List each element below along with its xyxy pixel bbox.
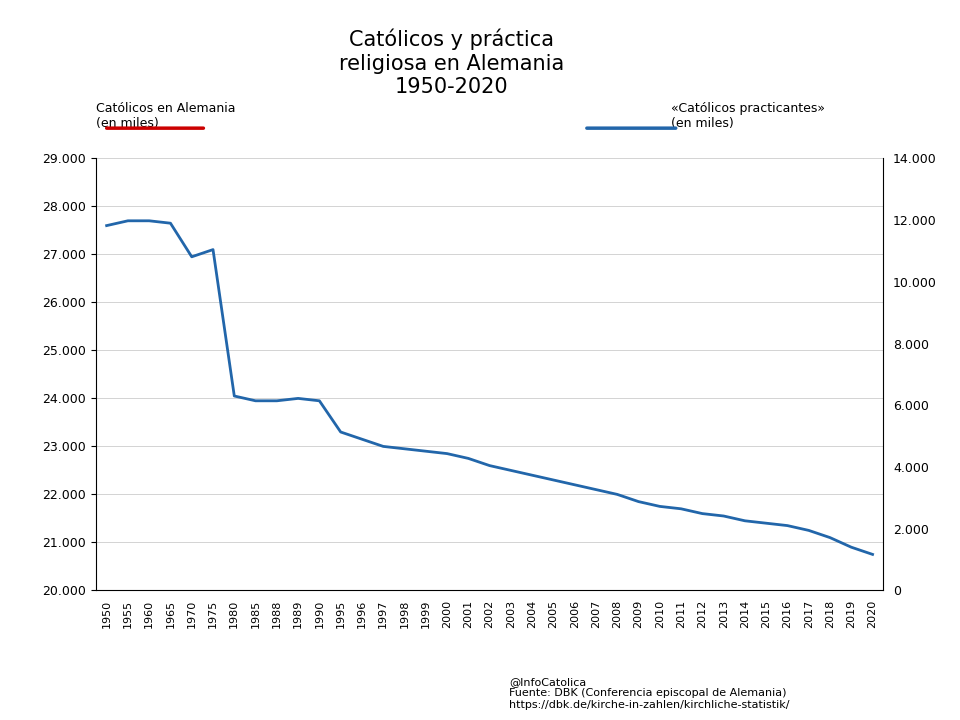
Text: Católicos en Alemania
(en miles): Católicos en Alemania (en miles) [96, 102, 235, 130]
Text: «Católicos practicantes»
(en miles): «Católicos practicantes» (en miles) [671, 102, 825, 130]
Text: Católicos y práctica
religiosa en Alemania
1950-2020: Católicos y práctica religiosa en Aleman… [339, 29, 564, 96]
Text: @InfoCatolica
Fuente: DBK (Conferencia episcopal de Alemania)
https://dbk.de/kir: @InfoCatolica Fuente: DBK (Conferencia e… [509, 677, 789, 710]
